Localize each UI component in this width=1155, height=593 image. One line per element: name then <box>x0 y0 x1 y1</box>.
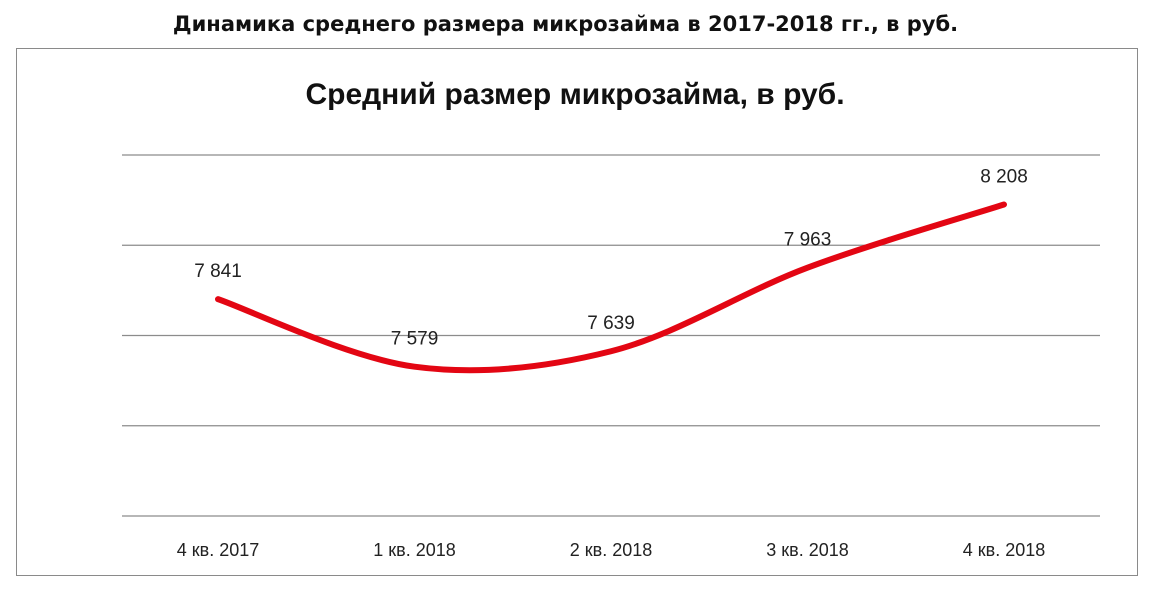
x-tick-label: 2 кв. 2018 <box>570 540 653 560</box>
x-tick-label: 3 кв. 2018 <box>766 540 849 560</box>
data-labels: 7 841 7 579 7 639 7 963 8 208 <box>194 167 1028 350</box>
data-label: 7 963 <box>784 230 832 251</box>
x-tick-label: 4 кв. 2017 <box>177 540 260 560</box>
series-line-average-loan <box>215 201 1007 374</box>
chart-frame <box>16 48 1138 576</box>
chart-title: Средний размер микрозайма, в руб. <box>305 78 845 111</box>
data-label: 7 841 <box>194 261 242 282</box>
x-tick-label: 4 кв. 2018 <box>963 540 1046 560</box>
gridlines <box>122 154 1100 517</box>
data-label: 7 639 <box>587 313 635 334</box>
page-heading: Динамика среднего размера микрозайма в 2… <box>172 12 959 36</box>
x-axis-tick-labels: 4 кв. 2017 1 кв. 2018 2 кв. 2018 3 кв. 2018… <box>177 540 1046 560</box>
data-label: 7 579 <box>391 329 439 350</box>
data-label: 8 208 <box>980 167 1028 188</box>
x-tick-label: 1 кв. 2018 <box>373 540 456 560</box>
